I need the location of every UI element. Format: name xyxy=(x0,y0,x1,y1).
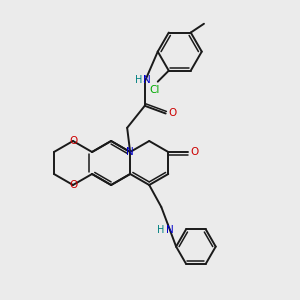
Text: O: O xyxy=(69,136,77,146)
Text: N: N xyxy=(166,225,174,235)
Text: N: N xyxy=(126,147,134,157)
Text: O: O xyxy=(190,147,198,157)
Text: O: O xyxy=(69,180,77,190)
Text: Cl: Cl xyxy=(150,85,160,95)
Text: H: H xyxy=(157,225,165,235)
Text: O: O xyxy=(169,109,177,118)
Text: H: H xyxy=(135,75,142,85)
Text: N: N xyxy=(143,75,151,85)
